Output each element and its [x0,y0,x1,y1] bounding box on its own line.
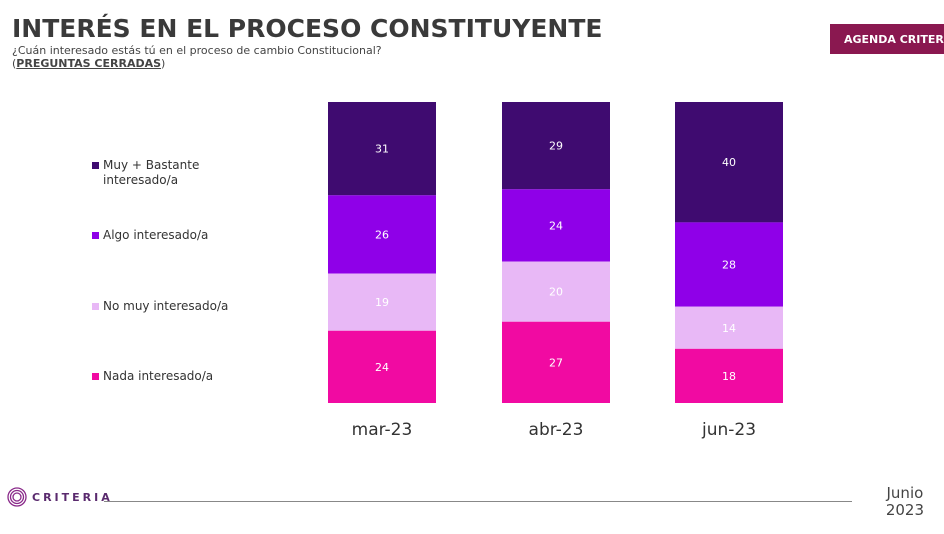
legend-item-muy-bastante: Muy + Bastante interesado/a [92,158,272,188]
legend-swatch [92,232,99,239]
question-subtitle: ¿Cuán interesado estás tú en el proceso … [12,44,382,57]
note-close-paren: ) [161,57,166,70]
report-date: Junio 2023 [886,485,924,519]
report-date-month: Junio [886,484,924,502]
bar-segment [328,102,436,196]
legend-label: Nada interesado/a [103,369,214,383]
bar-segment [328,195,436,274]
legend-item-no-muy: No muy interesado/a [92,299,272,314]
bar-segment [502,261,610,322]
data-label: 28 [722,259,736,272]
data-label: 24 [549,219,563,232]
legend-swatch [92,162,99,169]
footer-divider [104,501,852,502]
legend-label: No muy interesado/a [103,299,229,313]
legend-item-algo: Algo interesado/a [92,228,272,243]
bar-segment [502,102,610,190]
data-label: 20 [549,286,563,299]
note-open-paren: ( [12,57,17,70]
page-title: INTERÉS EN EL PROCESO CONSTITUYENTE [12,14,603,43]
note-text: PREGUNTAS CERRADAS [16,57,162,70]
data-label: 19 [375,296,389,309]
closed-questions-note: (PREGUNTAS CERRADAS) [12,57,165,70]
legend-item-nada: Nada interesado/a [92,369,272,384]
data-label: 31 [375,143,389,156]
bar-segment [675,306,783,349]
category-label: jun-23 [701,420,756,440]
agenda-criteria-badge: AGENDA CRITERIA [830,24,944,54]
legend-label: Muy + Bastante interesado/a [103,158,200,187]
data-label: 26 [375,228,389,241]
category-label: mar-23 [352,420,413,440]
data-label: 14 [722,322,736,335]
criteria-logo-icon [7,487,27,507]
criteria-logo: CRITERIA [6,486,113,508]
legend-swatch [92,303,99,310]
data-label: 24 [375,361,389,374]
bar-segment [328,273,436,331]
data-label: 18 [722,370,736,383]
legend-label: Algo interesado/a [103,228,209,242]
bar-segment [675,348,783,403]
bar-segment [502,321,610,403]
data-label: 27 [549,356,563,369]
legend-swatch [92,373,99,380]
bar-segment [328,330,436,403]
category-label: abr-23 [529,420,584,440]
bar-segment [675,102,783,223]
criteria-logo-text: CRITERIA [32,490,113,504]
data-label: 40 [722,156,736,169]
bar-segment [675,222,783,307]
bar-segment [502,189,610,262]
data-label: 29 [549,140,563,153]
report-date-year: 2023 [885,501,924,519]
